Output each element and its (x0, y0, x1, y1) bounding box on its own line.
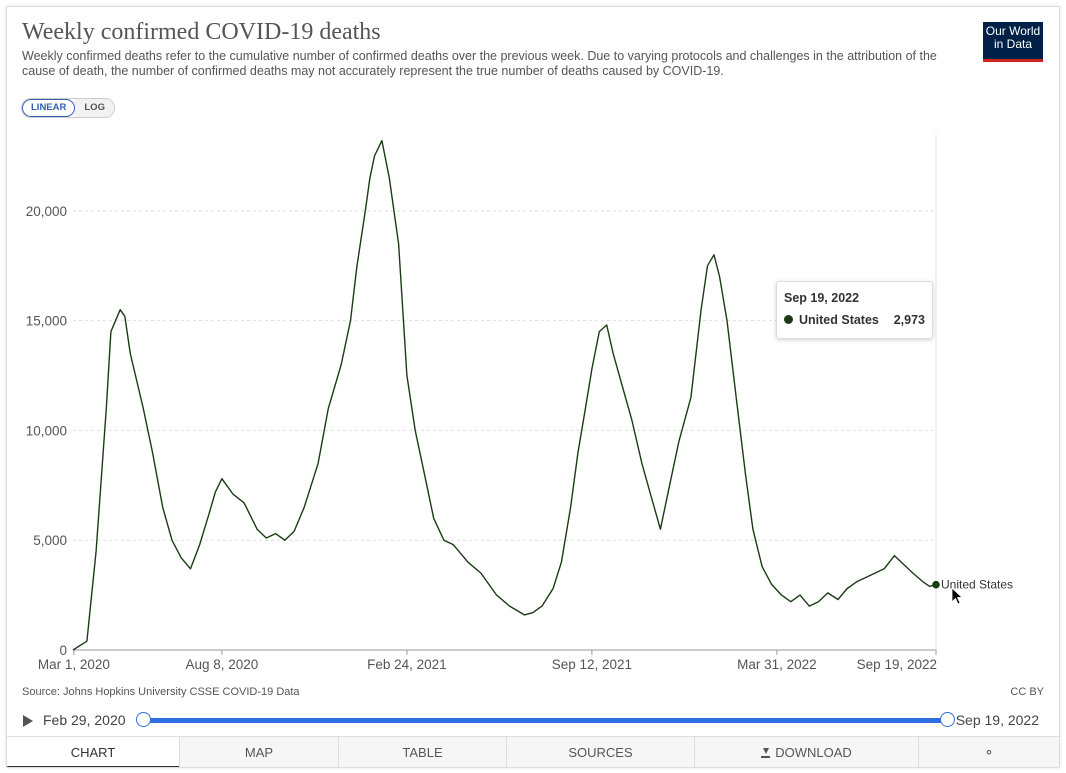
tab-table[interactable]: TABLE (338, 737, 506, 767)
tab-sources[interactable]: SOURCES (506, 737, 694, 767)
y-tick-label: 15,000 (26, 314, 67, 329)
linear-scale-button[interactable]: LINEAR (22, 99, 76, 117)
tooltip-value: 2,973 (893, 313, 925, 327)
license-link[interactable]: CC BY (1010, 686, 1044, 698)
chart-title: Weekly confirmed COVID-19 deaths (22, 19, 381, 45)
cursor-pointer (951, 587, 964, 605)
timeline-end-handle[interactable] (940, 712, 955, 727)
tab-share[interactable]: ⚬ (918, 737, 1059, 767)
timeline-end-label: Sep 19, 2022 (955, 712, 1039, 728)
timeline-start-handle[interactable] (136, 712, 151, 727)
download-icon (761, 748, 771, 758)
hover-tooltip: Sep 19, 2022 United States 2,973 (776, 281, 933, 339)
share-icon: ⚬ (983, 745, 995, 760)
grid-lines (73, 134, 937, 651)
chart-subtitle: Weekly confirmed deaths refer to the cum… (22, 49, 937, 78)
y-tick-label: 20,000 (26, 204, 67, 219)
tab-download-label: DOWNLOAD (775, 745, 852, 760)
series-end-point[interactable] (932, 580, 940, 589)
tab-bar: CHART MAP TABLE SOURCES DOWNLOAD ⚬ (7, 736, 1059, 767)
series-color-dot (784, 315, 793, 324)
chart-card: Weekly confirmed COVID-19 deaths Weekly … (6, 6, 1060, 768)
y-axis-ticks: 0 5,000 10,000 15,000 20,000 (26, 204, 67, 658)
tab-table-label: TABLE (402, 745, 443, 760)
timeline-track[interactable] (143, 718, 947, 723)
x-tick-label: Sep 19, 2022 (857, 657, 937, 672)
mouse-cursor-icon (951, 587, 964, 605)
x-tick-label: Mar 31, 2022 (737, 657, 817, 672)
owid-logo[interactable]: Our World in Data (983, 22, 1043, 62)
x-tick-label: Feb 24, 2021 (367, 657, 447, 672)
tab-download[interactable]: DOWNLOAD (694, 737, 918, 767)
series-end-label[interactable]: United States (941, 578, 1013, 592)
series-line-united-states[interactable] (72, 139, 937, 651)
y-tick-label: 5,000 (33, 533, 67, 548)
logo-line-2: in Data (993, 37, 1033, 51)
tooltip-date: Sep 19, 2022 (784, 291, 860, 305)
y-tick-label: 0 (59, 643, 67, 658)
x-tick-label: Aug 8, 2020 (186, 657, 259, 672)
tab-map[interactable]: MAP (179, 737, 338, 767)
tab-chart[interactable]: CHART (7, 737, 179, 767)
source-note[interactable]: Source: Johns Hopkins University CSSE CO… (22, 686, 300, 698)
tab-chart-label: CHART (70, 745, 116, 760)
tab-sources-label: SOURCES (568, 745, 633, 760)
tab-map-label: MAP (244, 745, 274, 760)
tooltip-row: United States 2,973 (784, 313, 925, 327)
y-tick-label: 10,000 (26, 423, 67, 438)
line-chart: 0 5,000 10,000 15,000 20,000 Mar 1, 2020 Aug … (26, 134, 1013, 672)
tooltip-series-name: United States (799, 313, 879, 327)
log-scale-button[interactable]: LOG (75, 99, 114, 117)
x-tick-label: Sep 12, 2021 (552, 657, 632, 672)
scale-toggle[interactable]: LINEAR LOG (21, 98, 115, 118)
x-axis-ticks: Mar 1, 2020 Aug 8, 2020 Feb 24, 2021 Sep 12… (38, 650, 937, 672)
series-lines: United States (72, 139, 1013, 651)
timeline-start-label: Feb 29, 2020 (43, 712, 126, 728)
logo-line-1: Our World (985, 24, 1041, 38)
play-icon[interactable] (23, 715, 33, 727)
timeline-slider[interactable]: Feb 29, 2020 Sep 19, 2022 (21, 711, 1045, 731)
x-tick-label: Mar 1, 2020 (38, 657, 110, 672)
